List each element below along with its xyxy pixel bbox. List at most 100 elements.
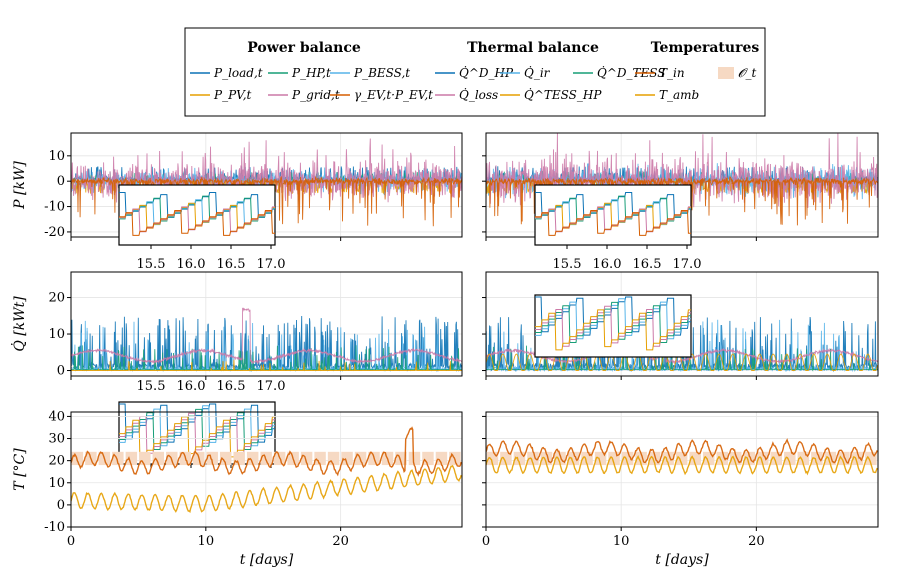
inset-series-line bbox=[535, 305, 691, 347]
legend-group-title: Temperatures bbox=[651, 40, 760, 56]
legend-label: Q̇^D_TESS bbox=[597, 65, 666, 80]
chart-panel-heat-right bbox=[482, 271, 879, 380]
y-axis-label: T [°C] bbox=[12, 448, 28, 491]
x-axis-label: t [days] bbox=[655, 552, 709, 568]
comfort-band bbox=[408, 451, 421, 466]
legend-label: 𝓞_t bbox=[738, 66, 757, 80]
y-tick-label: 10 bbox=[48, 476, 65, 491]
comfort-band bbox=[743, 451, 755, 466]
comfort-band bbox=[635, 451, 647, 466]
x-axis-label: t [days] bbox=[240, 552, 294, 568]
legend-box bbox=[184, 27, 766, 117]
comfort-band bbox=[824, 451, 837, 466]
y-axis-label: P [kW] bbox=[12, 161, 28, 210]
comfort-band bbox=[246, 451, 259, 466]
y-tick-label: 20 bbox=[48, 291, 65, 306]
inset-power-right: 15.5 16.0 16.5 17.0 bbox=[534, 184, 702, 272]
comfort-band bbox=[716, 451, 728, 466]
axes-frame bbox=[70, 271, 463, 377]
y-tick-label: -10 bbox=[44, 200, 65, 215]
y-tick-label: 20 bbox=[48, 454, 65, 469]
comfort-band bbox=[757, 451, 769, 466]
inset-power-left: 15.5 16.0 16.5 17.0 bbox=[118, 184, 286, 272]
inset-tick-label: 16.5 bbox=[217, 379, 246, 394]
comfort-band bbox=[838, 451, 850, 466]
inset-series-line bbox=[535, 195, 691, 222]
comfort-band bbox=[702, 451, 715, 466]
series-line bbox=[71, 426, 462, 477]
comfort-band bbox=[327, 451, 340, 466]
inset-tick-label: 15.5 bbox=[553, 257, 582, 272]
series-line bbox=[71, 307, 462, 365]
legend-label: γ_EV,t·P_EV,t bbox=[354, 88, 433, 102]
series-line bbox=[486, 345, 878, 372]
comfort-band bbox=[594, 451, 607, 466]
x-tick-label: 20 bbox=[748, 534, 765, 549]
legend-label: P_grid,t bbox=[291, 88, 340, 102]
x-tick-label: 20 bbox=[332, 534, 349, 549]
inset-tick-label: 17.0 bbox=[257, 379, 286, 394]
series-line bbox=[71, 359, 462, 371]
comfort-band bbox=[567, 451, 580, 466]
legend-group-title: Power balance bbox=[247, 40, 361, 56]
inset-series-line bbox=[535, 296, 691, 336]
comfort-band bbox=[784, 451, 796, 466]
comfort-band bbox=[729, 451, 742, 466]
axes-frame bbox=[485, 271, 879, 377]
comfort-band bbox=[233, 451, 245, 466]
y-tick-label: 30 bbox=[48, 432, 65, 447]
legend-items: P_load,t P_HP,t P_BESS,t P_PV,t P_grid,t γ_EV… bbox=[190, 65, 757, 102]
inset-frame bbox=[118, 184, 276, 246]
inset-tick-label: 16.0 bbox=[593, 257, 622, 272]
comfort-band bbox=[435, 451, 448, 466]
inset-series-line bbox=[535, 301, 691, 343]
y-tick-label: -20 bbox=[44, 225, 65, 240]
inset-tick-label: 16.0 bbox=[177, 257, 206, 272]
legend-group-title: Thermal balance bbox=[467, 40, 599, 56]
y-tick-label: 10 bbox=[48, 327, 65, 342]
y-tick-label: 0 bbox=[57, 364, 65, 379]
legend-label: Q̇^TESS_HP bbox=[524, 87, 602, 102]
legend-label: T_amb bbox=[659, 88, 699, 102]
inset-tick-label: 17.0 bbox=[257, 257, 286, 272]
comfort-band bbox=[554, 451, 566, 466]
series-line bbox=[486, 438, 878, 464]
comfort-band bbox=[865, 451, 877, 466]
comfort-band bbox=[125, 451, 138, 466]
inset-tick-label: 15.5 bbox=[137, 379, 166, 394]
axes-frame bbox=[70, 411, 463, 528]
x-tick-label: 0 bbox=[482, 534, 490, 549]
comfort-band bbox=[675, 451, 688, 466]
chart-panel-power-right: 15.5 16.0 16.5 17.0 bbox=[482, 132, 879, 272]
y-tick-label: -10 bbox=[44, 520, 65, 535]
comfort-band bbox=[662, 451, 674, 466]
comfort-band bbox=[422, 451, 434, 466]
y-tick-label: 10 bbox=[48, 149, 65, 164]
legend-label: P_BESS,t bbox=[353, 66, 410, 80]
comfort-band bbox=[581, 451, 593, 466]
comfort-band bbox=[112, 451, 124, 466]
inset-tick-label: 17.0 bbox=[673, 257, 702, 272]
y-tick-label: 0 bbox=[57, 174, 65, 189]
legend-label: P_PV,t bbox=[213, 88, 252, 102]
y-tick-label: 40 bbox=[48, 409, 65, 424]
series-line bbox=[71, 175, 462, 227]
comfort-band bbox=[139, 451, 151, 466]
comfort-band bbox=[486, 451, 499, 466]
comfort-band bbox=[608, 451, 620, 466]
comfort-band bbox=[219, 451, 232, 466]
inset-series-line bbox=[535, 309, 691, 351]
inset-series-line bbox=[535, 210, 691, 236]
axes-frame bbox=[485, 411, 879, 528]
x-tick-label: 10 bbox=[613, 534, 630, 549]
comfort-band bbox=[206, 451, 218, 466]
comfort-band bbox=[314, 451, 326, 466]
comfort-band bbox=[513, 451, 526, 466]
legend-label: Q̇_loss bbox=[459, 87, 498, 102]
y-axis-label: Q̇ [kWt] bbox=[10, 296, 28, 352]
inset-series-line bbox=[535, 298, 691, 340]
legend-patch bbox=[718, 67, 734, 79]
legend-label: Q̇_ir bbox=[524, 65, 551, 80]
